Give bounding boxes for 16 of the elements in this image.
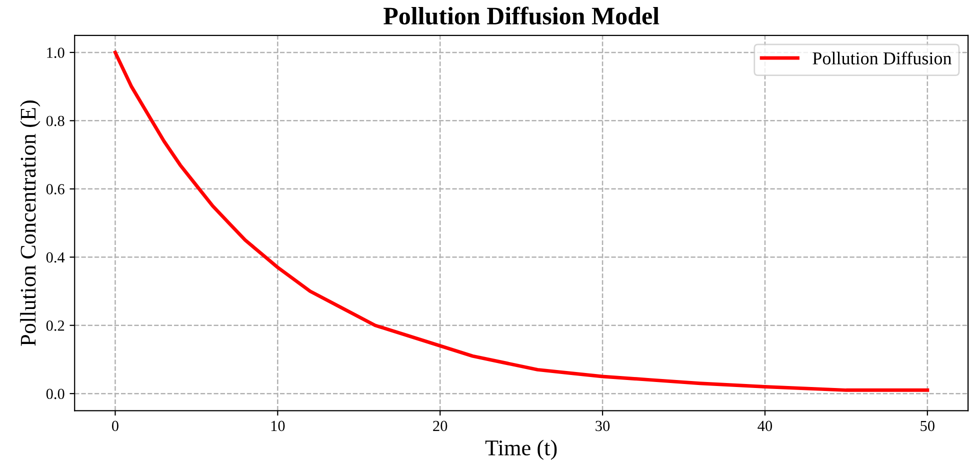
y-tick-label: 0.0 bbox=[46, 388, 64, 400]
y-tick-label: 0.8 bbox=[46, 116, 64, 126]
y-tick-label: 1.0 bbox=[47, 48, 64, 58]
chart-title: Pollution Diffusion Model bbox=[384, 6, 660, 25]
x-tick-label: 0 bbox=[112, 420, 118, 432]
x-tick-label: 50 bbox=[920, 420, 934, 432]
x-tick-label: 10 bbox=[271, 420, 285, 432]
x-tick-label: 30 bbox=[596, 420, 610, 432]
x-axis-title: Time (t) bbox=[485, 440, 557, 460]
legend-label: Pollution Diffusion bbox=[812, 52, 952, 64]
x-tick-label: 40 bbox=[758, 420, 772, 432]
y-tick-label: 0.6 bbox=[46, 184, 64, 194]
y-axis-title: Pollution Concentration (E) bbox=[20, 100, 40, 346]
y-tick-label: 0.2 bbox=[46, 320, 64, 331]
x-tick-label: 20 bbox=[433, 420, 448, 432]
y-tick-label: 0.4 bbox=[46, 252, 65, 263]
